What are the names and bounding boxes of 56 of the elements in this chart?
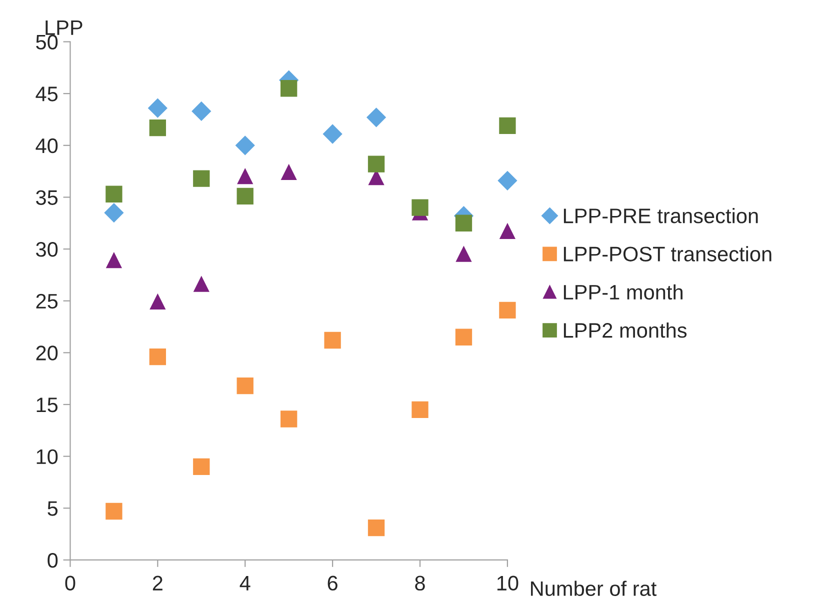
y-tick-label: 5 [48, 501, 58, 516]
y-tick-label: 35 [36, 190, 58, 205]
point [366, 108, 386, 127]
legend-label: LPP-PRE transection [564, 208, 758, 224]
point [236, 188, 254, 205]
x-tick-label: 2 [152, 576, 162, 590]
point [106, 502, 122, 520]
y-tick-label: 10 [36, 449, 58, 464]
x-tick-label: 8 [415, 576, 425, 591]
x-tick-label: 0 [65, 576, 76, 591]
y-tick-label: 50 [36, 34, 58, 50]
point [104, 203, 124, 222]
point [368, 156, 385, 172]
point [148, 98, 168, 118]
point [368, 520, 385, 536]
point [456, 246, 472, 262]
point [193, 170, 210, 187]
point [281, 164, 296, 180]
point [192, 102, 211, 121]
point [412, 401, 428, 418]
point [106, 252, 122, 268]
y-tick-label: 20 [36, 346, 58, 360]
y-tick-label: 15 [36, 398, 58, 412]
x-axis-title: Number of rat [531, 580, 657, 596]
point [455, 214, 472, 232]
point [498, 171, 517, 190]
point [106, 186, 122, 202]
point [193, 458, 210, 476]
y-tick-label: 45 [36, 86, 58, 102]
point [499, 302, 516, 319]
point [455, 328, 472, 346]
x-tick-label: 6 [328, 576, 338, 591]
point [149, 119, 166, 136]
y-tick-label: 0 [48, 552, 58, 568]
x-tick-label: 4 [240, 576, 250, 590]
point [236, 136, 255, 155]
point [150, 294, 166, 310]
point [323, 124, 342, 144]
point [412, 199, 428, 216]
point [500, 224, 516, 240]
y-tick-label: 40 [36, 138, 58, 154]
point [237, 168, 253, 184]
point [149, 348, 166, 366]
x-tick-label: 10 [497, 576, 518, 591]
y-tick-label: 30 [36, 242, 58, 257]
point [280, 410, 298, 428]
legend-label: LPP-1 month [564, 284, 682, 300]
legend-label: LPP-POST transection [564, 246, 772, 262]
y-tick-label: 25 [36, 294, 58, 309]
legend-label: LPP2 months [564, 322, 687, 338]
point [499, 117, 516, 134]
point [324, 332, 341, 349]
point [280, 80, 298, 97]
y-axis-title: LPP [46, 20, 82, 35]
point [194, 276, 210, 292]
point [236, 378, 254, 394]
